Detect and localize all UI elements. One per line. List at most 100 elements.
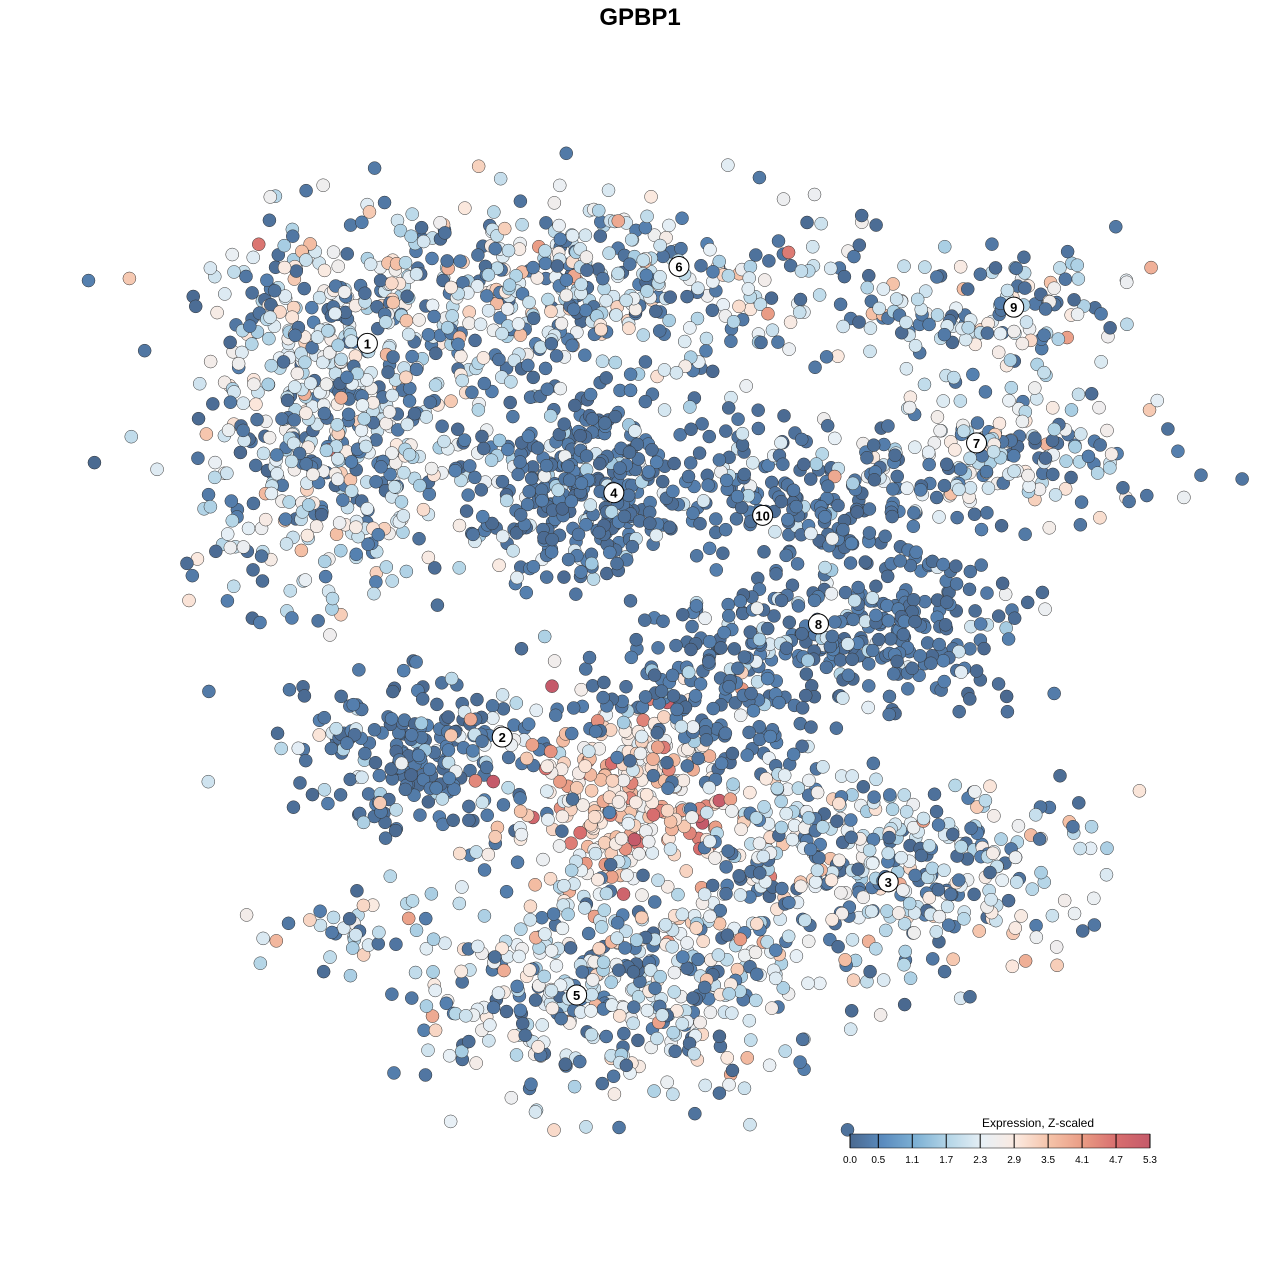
data-point bbox=[681, 469, 696, 484]
data-point bbox=[973, 267, 988, 282]
data-point bbox=[785, 832, 800, 847]
data-point bbox=[949, 577, 964, 591]
data-point bbox=[1084, 819, 1099, 834]
data-point bbox=[1099, 868, 1114, 882]
data-point bbox=[918, 260, 932, 274]
data-point bbox=[933, 423, 947, 438]
data-point bbox=[623, 594, 638, 608]
data-point bbox=[733, 888, 748, 902]
data-point bbox=[356, 815, 371, 830]
data-point bbox=[851, 862, 865, 876]
data-point bbox=[388, 823, 403, 838]
data-point bbox=[751, 403, 765, 417]
data-point bbox=[438, 226, 452, 240]
data-point bbox=[929, 490, 944, 505]
data-point bbox=[936, 653, 951, 668]
data-point bbox=[1120, 275, 1134, 290]
data-point bbox=[509, 696, 524, 710]
data-point bbox=[355, 215, 369, 230]
data-point bbox=[995, 873, 1009, 888]
data-point bbox=[978, 793, 993, 808]
data-point bbox=[616, 715, 631, 730]
data-point bbox=[825, 912, 839, 927]
colorbar-legend: Expression, Z-scaled 0.0 0.5 1.1 1.7 2.3 2.9 3… bbox=[843, 1116, 1157, 1166]
data-point bbox=[561, 552, 576, 567]
data-point bbox=[662, 520, 677, 534]
data-point bbox=[435, 792, 450, 806]
data-point bbox=[1058, 272, 1073, 286]
data-point bbox=[905, 661, 919, 676]
data-point bbox=[592, 525, 606, 540]
data-point bbox=[585, 679, 600, 693]
data-point bbox=[603, 545, 617, 560]
data-point bbox=[624, 650, 639, 665]
data-point bbox=[1048, 488, 1063, 502]
data-point bbox=[287, 436, 301, 451]
data-point bbox=[440, 254, 454, 268]
data-point bbox=[823, 261, 838, 276]
data-point bbox=[595, 1076, 610, 1091]
data-point bbox=[902, 400, 917, 415]
data-point bbox=[592, 941, 606, 956]
data-point bbox=[514, 827, 529, 842]
data-point bbox=[770, 781, 784, 796]
data-point bbox=[765, 323, 780, 337]
data-point bbox=[994, 518, 1009, 533]
data-point bbox=[774, 435, 788, 450]
data-point bbox=[908, 614, 922, 629]
data-point bbox=[865, 643, 880, 658]
data-point bbox=[860, 451, 874, 465]
data-point bbox=[774, 593, 789, 608]
data-point bbox=[368, 755, 383, 770]
data-point bbox=[323, 628, 337, 642]
data-point bbox=[670, 702, 684, 717]
data-point bbox=[744, 1033, 758, 1047]
data-point bbox=[862, 502, 877, 516]
data-point bbox=[675, 1017, 689, 1031]
data-point bbox=[298, 573, 313, 587]
data-point bbox=[329, 721, 343, 736]
cluster-label-badge bbox=[356, 332, 378, 354]
data-point bbox=[254, 549, 269, 563]
data-point bbox=[564, 494, 579, 509]
data-point bbox=[462, 813, 476, 828]
data-point bbox=[372, 925, 386, 940]
data-point bbox=[303, 376, 318, 390]
data-point bbox=[513, 328, 528, 342]
data-point bbox=[537, 969, 552, 984]
data-point bbox=[425, 251, 439, 266]
data-point bbox=[952, 704, 966, 719]
data-point bbox=[559, 273, 574, 287]
data-point bbox=[939, 457, 954, 471]
data-point bbox=[610, 750, 624, 765]
data-point bbox=[906, 519, 921, 534]
data-point bbox=[525, 738, 540, 752]
data-point bbox=[506, 409, 520, 424]
data-point bbox=[1070, 307, 1085, 322]
data-point bbox=[515, 1016, 530, 1031]
data-point bbox=[1100, 841, 1114, 855]
cluster-label-text: 5 bbox=[573, 988, 580, 1003]
data-point bbox=[277, 238, 291, 253]
data-point bbox=[921, 445, 936, 460]
data-point bbox=[913, 483, 928, 497]
data-point bbox=[902, 896, 917, 911]
data-point bbox=[224, 494, 239, 508]
data-point bbox=[832, 853, 846, 868]
data-point bbox=[1074, 427, 1088, 441]
data-point bbox=[721, 401, 736, 415]
data-point bbox=[298, 355, 312, 369]
data-point bbox=[775, 881, 789, 896]
data-point bbox=[675, 907, 690, 922]
data-point bbox=[625, 539, 640, 554]
data-point bbox=[344, 484, 359, 498]
data-point bbox=[793, 1055, 807, 1069]
data-point bbox=[962, 582, 977, 597]
cluster-label-text: 2 bbox=[499, 730, 506, 745]
data-point bbox=[856, 890, 870, 905]
data-point bbox=[513, 791, 527, 805]
data-point bbox=[751, 421, 766, 436]
data-point bbox=[357, 412, 371, 426]
data-point bbox=[182, 593, 196, 608]
data-point bbox=[705, 878, 720, 893]
